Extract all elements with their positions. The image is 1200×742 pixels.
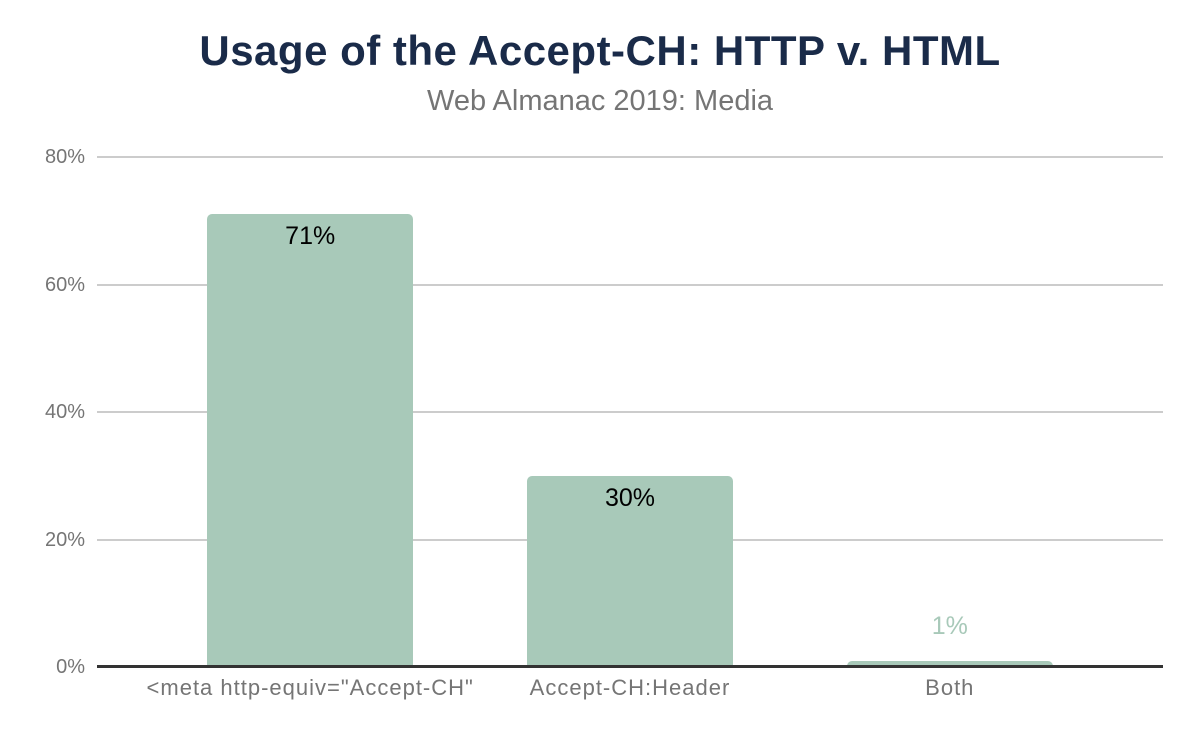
x-tick-label: <meta http-equiv="Accept-CH" bbox=[146, 675, 474, 700]
x-axis-line bbox=[97, 665, 1163, 668]
chart-title: Usage of the Accept-CH: HTTP v. HTML bbox=[199, 27, 1001, 74]
y-tick-label: 40% bbox=[44, 401, 85, 423]
y-tick-label: 20% bbox=[44, 528, 85, 551]
chart-subtitle: Web Almanac 2019: Media bbox=[426, 85, 774, 117]
bar[interactable] bbox=[846, 660, 1053, 667]
bar-value-label: 30% bbox=[604, 483, 656, 512]
y-tick-label: 0% bbox=[56, 656, 85, 678]
bar-value-label: 1% bbox=[931, 611, 968, 640]
bar[interactable] bbox=[527, 475, 733, 667]
gridline bbox=[97, 156, 1163, 158]
x-tick-label: Accept-CH:Header bbox=[529, 675, 731, 700]
plot-area: 0% 20% 40% 60% 80% 71% <meta http-equiv="Accep… bbox=[45, 147, 1163, 700]
y-tick-label: 60% bbox=[44, 273, 85, 296]
y-tick-label: 80% bbox=[44, 146, 85, 168]
gridline bbox=[97, 411, 1163, 413]
x-tick-label: Both bbox=[925, 675, 975, 700]
bar[interactable] bbox=[207, 214, 414, 667]
bar-value-label: 71% bbox=[285, 222, 336, 251]
gridline bbox=[97, 283, 1163, 286]
